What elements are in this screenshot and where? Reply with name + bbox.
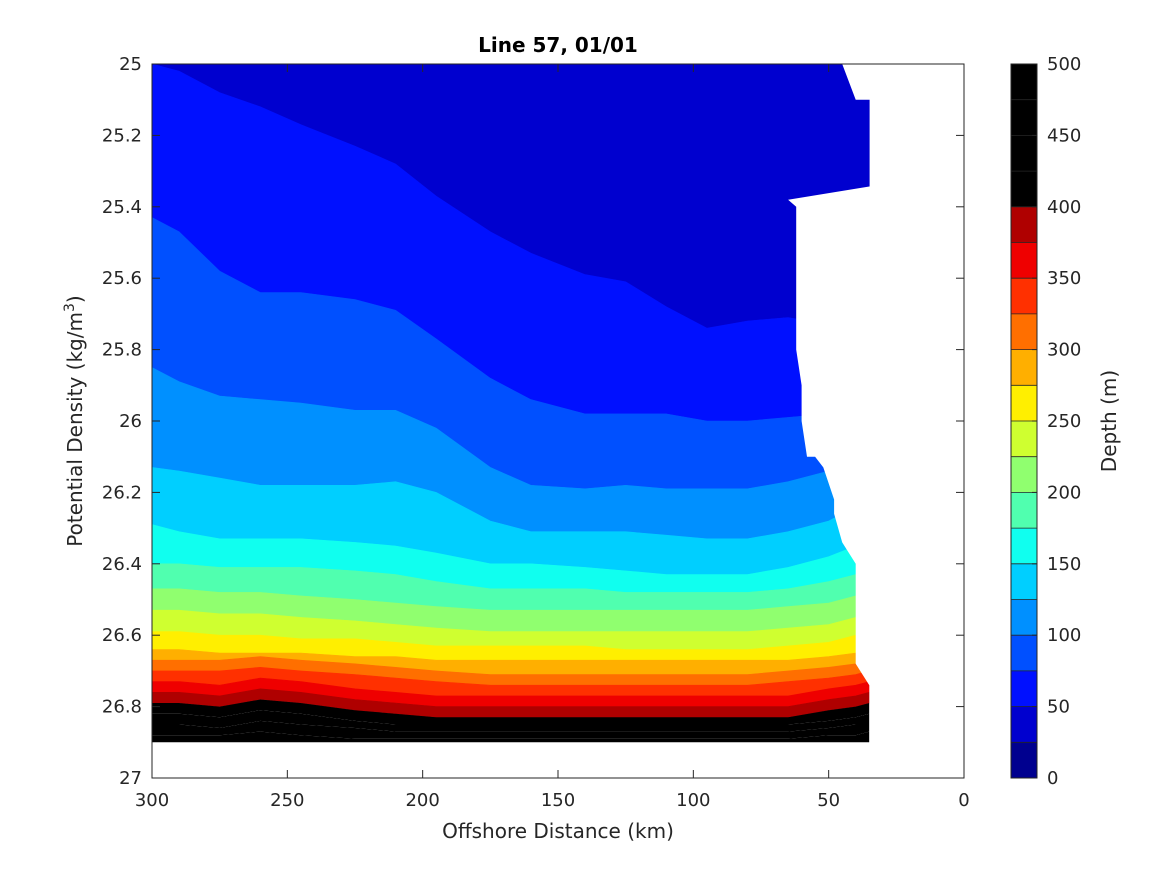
contour-band-475-500 (152, 731, 870, 743)
contour-band-400-425 (152, 699, 870, 725)
colorbar-swatch-225 (1011, 421, 1037, 457)
colorbar-swatch-50 (1011, 670, 1037, 707)
contour-band-425-450 (152, 710, 870, 732)
colorbar-swatch-250 (1011, 385, 1037, 421)
chart-title: Line 57, 01/01 (478, 33, 638, 57)
colorbar-tick-label: 50 (1047, 697, 1070, 718)
colorbar-swatch-100 (1011, 599, 1037, 636)
colorbar-label: Depth (m) (1097, 370, 1121, 472)
y-tick-label: 25.8 (102, 340, 142, 361)
colorbar: 0 50 100 150 200 250 300 350 400 450 500 (1010, 54, 1081, 789)
colorbar-swatch-175 (1011, 492, 1037, 529)
colorbar-swatch-200 (1011, 456, 1037, 493)
colorbar-tick-label: 250 (1047, 411, 1081, 432)
colorbar-tick-label: 450 (1047, 125, 1081, 146)
colorbar-swatch-125 (1011, 563, 1037, 600)
x-axis-ticks: 300 250 200 150 100 50 0 (135, 64, 970, 811)
x-tick-label: 150 (541, 790, 575, 811)
colorbar-tick-label: 350 (1047, 268, 1081, 289)
colorbar-tick-label: 300 (1047, 340, 1081, 361)
colorbar-swatch-0 (1011, 742, 1037, 778)
x-tick-label: 50 (817, 790, 840, 811)
colorbar-swatch-450 (1011, 99, 1037, 136)
y-tick-label: 25 (119, 54, 142, 75)
y-axis-ticks: 25 25.2 25.4 25.6 25.8 26 26.2 26.4 26.6 26.8 27 (102, 54, 964, 789)
y-axis-label-close: ) (63, 295, 87, 303)
missing-data-mask (788, 64, 964, 778)
colorbar-swatch-300 (1011, 313, 1037, 350)
colorbar-swatch-425 (1011, 135, 1037, 172)
y-axis-label-superscript: 3 (62, 303, 78, 312)
colorbar-swatch-75 (1011, 635, 1037, 671)
colorbar-swatch-150 (1011, 528, 1037, 564)
colorbar-tick-label: 0 (1047, 768, 1058, 789)
colorbar-tick-label: 500 (1047, 54, 1081, 75)
x-tick-label: 250 (270, 790, 304, 811)
y-axis-label: Potential Density (kg/m3) (62, 295, 87, 546)
x-tick-label: 300 (135, 790, 169, 811)
colorbar-swatch-350 (1011, 242, 1037, 279)
colorbar-swatch-275 (1011, 349, 1037, 386)
y-axis-label-main: Potential Density (kg/m (63, 312, 87, 547)
y-tick-label: 26.8 (102, 697, 142, 718)
colorbar-tick-label: 150 (1047, 554, 1081, 575)
y-tick-label: 26.6 (102, 625, 142, 646)
y-tick-label: 25.6 (102, 268, 142, 289)
contour-bands (152, 64, 870, 743)
x-tick-label: 200 (405, 790, 439, 811)
x-axis-label: Offshore Distance (km) (442, 819, 674, 843)
colorbar-tick-label: 400 (1047, 197, 1081, 218)
colorbar-swatch-400 (1011, 171, 1037, 207)
colorbar-swatch-25 (1011, 706, 1037, 743)
y-tick-label: 25.4 (102, 197, 142, 218)
colorbar-swatch-475 (1011, 64, 1037, 100)
y-tick-label: 26 (119, 411, 142, 432)
no-data-region-1 (842, 64, 964, 136)
x-tick-label: 0 (958, 790, 969, 811)
colorbar-swatch-375 (1011, 206, 1037, 243)
colorbar-tick-label: 100 (1047, 625, 1081, 646)
colorbar-tick-label: 200 (1047, 482, 1081, 503)
no-data-region-2 (788, 171, 964, 778)
y-tick-label: 26.2 (102, 482, 142, 503)
colorbar-swatch-325 (1011, 278, 1037, 314)
y-tick-label: 26.4 (102, 554, 142, 575)
x-tick-label: 100 (676, 790, 710, 811)
y-tick-label: 25.2 (102, 125, 142, 146)
contour-band-450-475 (152, 720, 870, 739)
y-tick-label: 27 (119, 768, 142, 789)
